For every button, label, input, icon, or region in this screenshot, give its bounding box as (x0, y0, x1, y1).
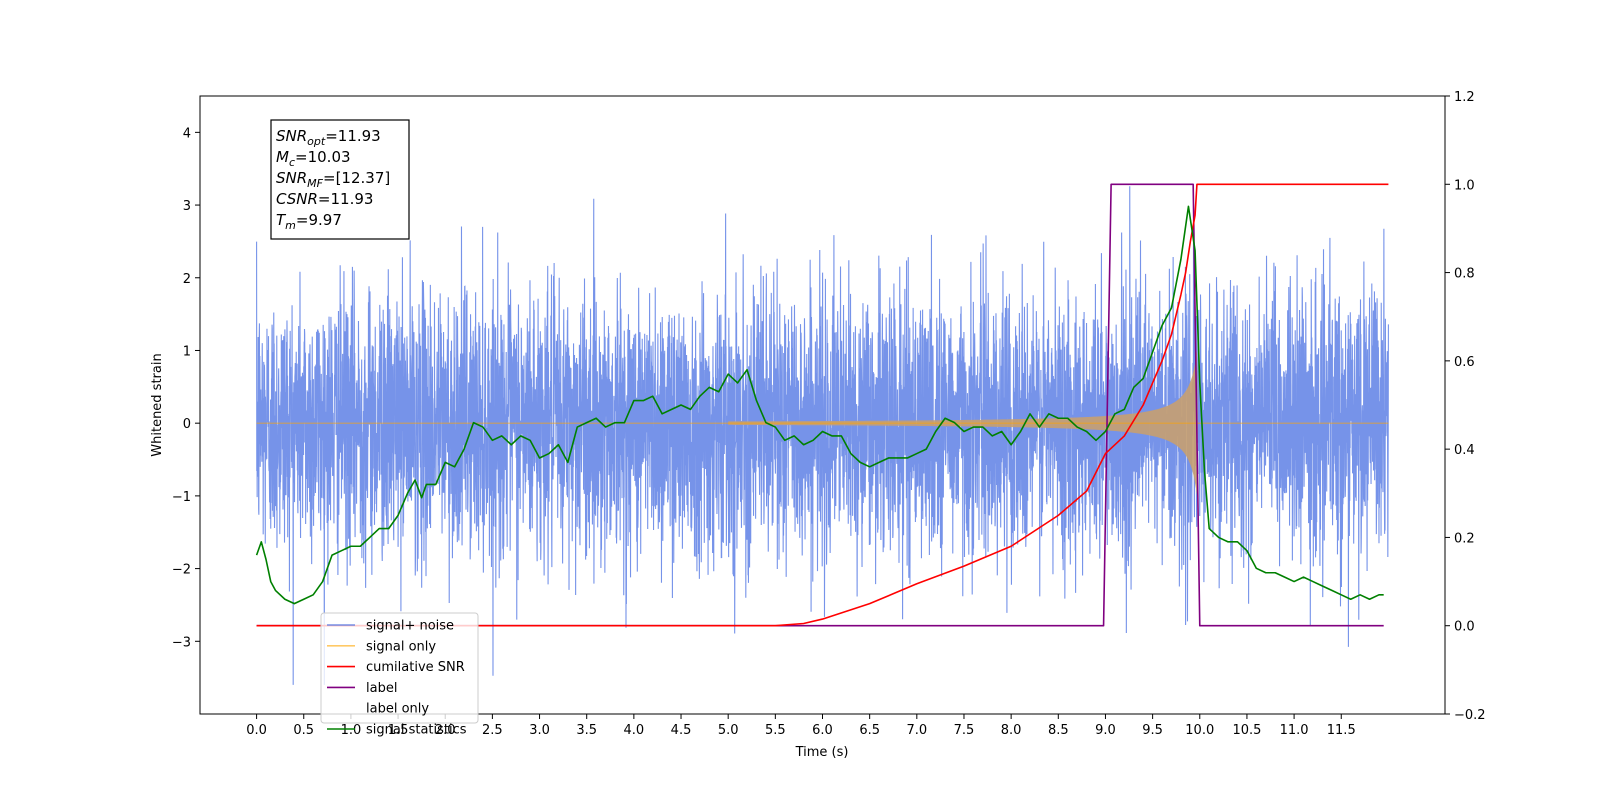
y-tick-label: −3 (172, 635, 191, 650)
annotation-variable: T (276, 211, 287, 229)
legend-label: cumilative SNR (366, 660, 465, 675)
signal-noise-line (256, 186, 1389, 685)
x-tick-label: 11.5 (1327, 723, 1356, 738)
annotation-line: SNRopt=11.93 (276, 127, 381, 148)
x-tick-label: 3.5 (576, 723, 597, 738)
y2-tick-label: 1.0 (1454, 178, 1475, 193)
y2-tick-label: 0.2 (1454, 531, 1475, 546)
cumulative-snr-line (256, 183, 1389, 627)
y-tick-label: 3 (183, 199, 191, 214)
x-tick-label: 10.5 (1232, 723, 1261, 738)
annotation-box: SNRopt=11.93Mc=10.03SNRMF=[12.37]CSNR=11… (270, 119, 410, 240)
y2-tick-label: 0.4 (1454, 443, 1475, 458)
annotation-value: =9.97 (296, 211, 342, 229)
annotation-line: SNRMF=[12.37] (276, 169, 390, 190)
y2-tick-label: 0.6 (1454, 355, 1475, 370)
x-tick-label: 6.0 (812, 723, 833, 738)
legend-label: label (366, 681, 397, 696)
annotation-variable: SNR (276, 127, 307, 145)
x-tick-label: 8.0 (1001, 723, 1022, 738)
legend-label: signal only (366, 639, 436, 654)
legend: signal+ noise signal only cumilative SNR la… (320, 612, 479, 738)
legend-label: signal statistics (366, 723, 467, 738)
x-tick-label: 4.0 (624, 723, 645, 738)
annotation-variable: M (276, 148, 289, 166)
y-tick-label: −1 (172, 490, 191, 505)
y-tick-label: 0 (183, 417, 191, 432)
x-tick-label: 0.0 (246, 723, 267, 738)
right-axis-series (255, 183, 1389, 627)
signal-only-series (256, 350, 1389, 496)
annotation-variable: SNR (276, 169, 307, 187)
x-tick-label: 7.5 (954, 723, 975, 738)
x-tick-label: 9.0 (1095, 723, 1116, 738)
x-tick-label: 0.5 (293, 723, 314, 738)
x-tick-label: 1.5 (388, 723, 409, 738)
legend-label: signal+ noise (366, 619, 454, 634)
annotation-value: =10.03 (295, 148, 351, 166)
annotation-subscript: m (285, 219, 296, 232)
x-tick-label: 3.0 (529, 723, 550, 738)
y-tick-label: −2 (172, 563, 191, 578)
annotation-value: =[12.37] (323, 169, 390, 187)
annotation-line: Mc=10.03 (276, 148, 351, 169)
annotation-variable: CSNR (276, 190, 318, 208)
x-tick-label: 4.5 (671, 723, 692, 738)
annotation-subscript: c (289, 156, 295, 169)
y2-tick-label: 0.0 (1454, 620, 1475, 635)
x-axis-label: Time (s) (795, 745, 849, 760)
x-tick-label: 8.5 (1048, 723, 1069, 738)
annotation-subscript: opt (307, 135, 326, 148)
x-tick-label: 5.5 (765, 723, 786, 738)
annotation-line: Tm=9.97 (276, 211, 342, 232)
x-tick-label: 9.5 (1142, 723, 1163, 738)
annotation-value: =11.93 (318, 190, 374, 208)
x-tick-label: 2.5 (482, 723, 503, 738)
signal-noise-series (256, 186, 1389, 685)
y2-axis-ticks: −0.2 0.0 0.2 0.4 0.6 0.8 1.0 1.2 (1445, 90, 1486, 723)
x-axis-ticks: 0.0 0.5 1.0 1.5 2.0 2.5 3.0 3.5 4.0 4.5 5.0 5.5 6.0 6… (246, 714, 1356, 738)
y-axis-ticks: −3 −2 −1 0 1 2 3 4 (172, 126, 200, 650)
y-axis-label: Whitened strain (150, 353, 165, 456)
y-tick-label: 4 (183, 126, 191, 141)
y-tick-label: 2 (183, 272, 191, 287)
x-tick-label: 2.0 (435, 723, 456, 738)
label-line (256, 183, 1384, 627)
y2-tick-label: 1.2 (1454, 90, 1475, 105)
annotation-value: =11.93 (325, 127, 381, 145)
legend-label: label only (366, 702, 429, 717)
x-tick-label: 5.0 (718, 723, 739, 738)
y2-tick-label: 0.8 (1454, 267, 1475, 282)
annotation-subscript: MF (307, 177, 323, 190)
x-tick-label: 10.0 (1185, 723, 1214, 738)
annotation-line: CSNR=11.93 (276, 190, 373, 208)
x-tick-label: 1.0 (341, 723, 362, 738)
x-tick-label: 6.5 (859, 723, 880, 738)
annotation-frame (270, 119, 410, 240)
x-tick-label: 11.0 (1280, 723, 1309, 738)
legend-frame (320, 612, 479, 724)
x-tick-label: 7.0 (906, 723, 927, 738)
y-tick-label: 1 (183, 344, 191, 359)
signal-statistics-line (255, 205, 1384, 605)
y2-tick-label: −0.2 (1454, 708, 1486, 723)
